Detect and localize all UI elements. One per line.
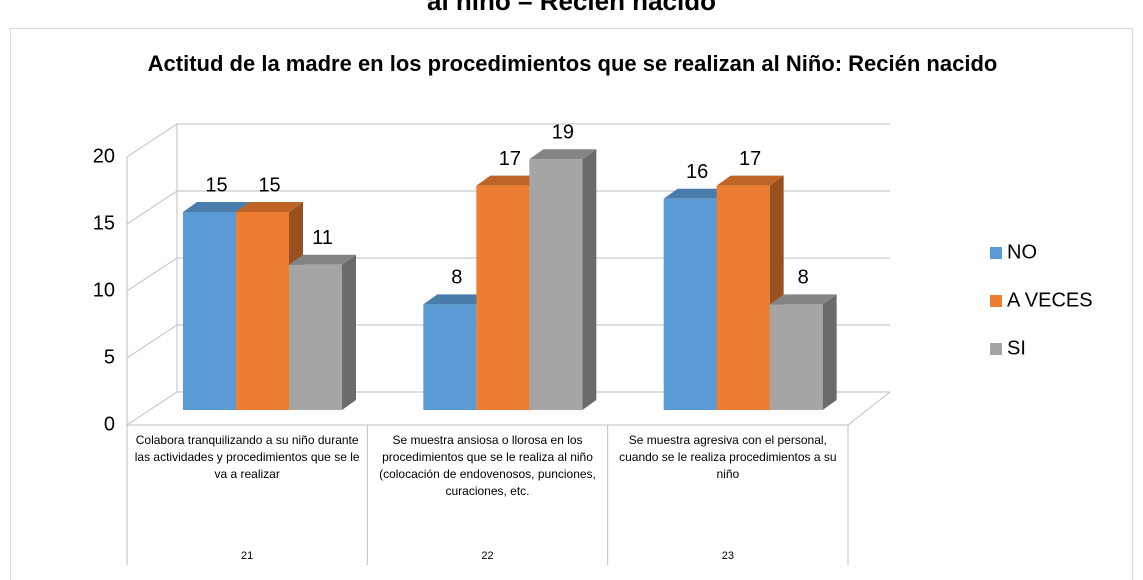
data-label: 11 <box>312 227 333 249</box>
grid-line <box>126 123 890 158</box>
category-label: Colabora tranquilizando a su niño durant… <box>134 433 360 481</box>
y-tick-label: 15 <box>93 212 115 234</box>
bar-top <box>236 202 303 212</box>
bar-top <box>476 175 544 186</box>
bar <box>529 159 583 410</box>
legend-label: SI <box>1007 337 1026 359</box>
data-label: 16 <box>686 161 708 183</box>
data-label: 15 <box>258 174 280 196</box>
legend-swatch <box>990 247 1002 259</box>
bar <box>236 212 289 410</box>
bar-side <box>582 149 597 410</box>
data-label: 19 <box>552 121 574 143</box>
bar-top <box>663 188 731 199</box>
bar-top <box>529 149 597 160</box>
bar-top <box>716 175 784 186</box>
category-code: 21 <box>241 550 253 562</box>
bar <box>183 212 236 410</box>
data-label: 17 <box>499 148 521 170</box>
legend-label: A VECES <box>1007 289 1093 311</box>
legend-label: NO <box>1007 241 1037 263</box>
y-tick-label: 5 <box>104 346 115 368</box>
grid-line <box>126 190 890 225</box>
y-tick-label: 0 <box>104 413 115 435</box>
bar-side <box>342 254 356 410</box>
bar-top <box>769 294 837 305</box>
grid-line <box>126 257 890 292</box>
bar <box>476 185 530 410</box>
bar <box>769 304 823 410</box>
bar <box>716 185 770 410</box>
legend-swatch <box>990 343 1002 355</box>
grid-line <box>126 391 890 426</box>
data-label: 17 <box>739 148 761 170</box>
chart-border <box>10 28 1133 580</box>
y-tick-label: 20 <box>93 145 115 167</box>
bar-side <box>822 294 837 410</box>
bar-top <box>289 254 356 265</box>
chart-title: Actitud de la madre en los procedimiento… <box>147 51 998 76</box>
data-label: 8 <box>451 267 462 289</box>
bar <box>663 198 717 410</box>
bar <box>423 304 477 410</box>
bar <box>289 264 342 410</box>
category-label: Se muestra ansiosa o llorosa en los proc… <box>379 433 596 498</box>
data-label: 15 <box>205 174 227 196</box>
data-label: 8 <box>798 267 809 289</box>
category-code: 23 <box>722 550 734 562</box>
category-code: 22 <box>481 550 493 562</box>
grid-line <box>126 324 890 359</box>
heading: al niño – Recién nacido <box>427 0 716 16</box>
bar-top <box>423 294 491 305</box>
bar-top <box>183 202 250 212</box>
category-label: Se muestra agresiva con el personal, cua… <box>619 433 837 481</box>
legend-swatch <box>990 295 1002 307</box>
y-tick-label: 10 <box>93 279 115 301</box>
